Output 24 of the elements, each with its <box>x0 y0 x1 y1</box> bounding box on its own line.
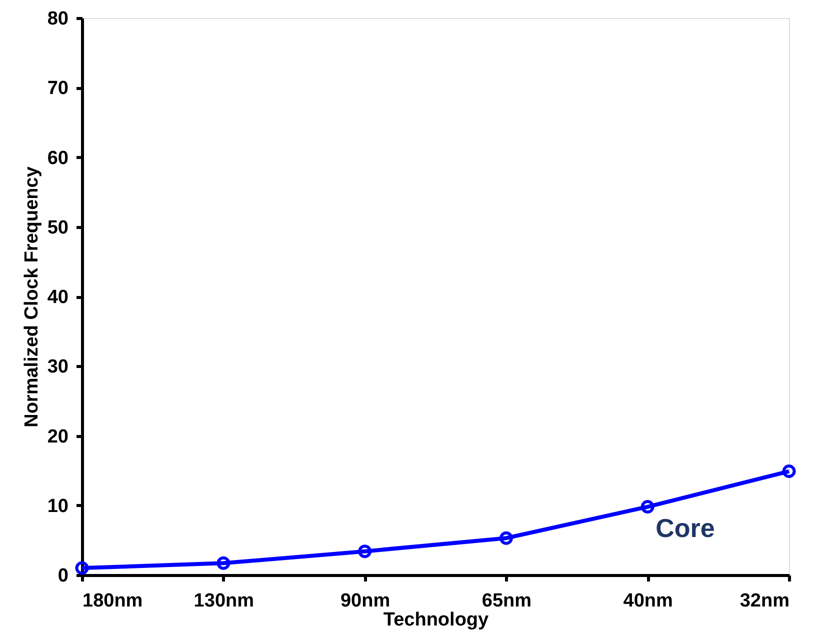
y-tick-label: 0 <box>58 566 68 586</box>
x-tick-label: 90nm <box>340 590 390 612</box>
point <box>358 544 372 558</box>
point <box>75 561 89 575</box>
y-tick-label: 30 <box>47 356 68 378</box>
y-axis-title: Normalized Clock Frequency <box>21 166 42 428</box>
y-tick-label: 20 <box>47 426 68 448</box>
x-tick-label: 32nm <box>740 590 790 612</box>
point <box>640 500 654 514</box>
point <box>216 556 230 570</box>
point <box>782 464 796 478</box>
x-tick-label: 130nm <box>194 590 254 612</box>
y-tick-label: 60 <box>47 148 68 169</box>
y-tick-label: 40 <box>47 287 68 308</box>
x-tick-label: 180nm <box>82 590 143 612</box>
y-tick-label: 10 <box>47 496 68 517</box>
y-tick-label: 50 <box>47 217 68 238</box>
y-tick-label: 70 <box>47 78 68 100</box>
x-axis-title: Technology <box>383 610 490 630</box>
x-tick-label: 65nm <box>482 590 532 612</box>
y-tick-label: 80 <box>47 8 68 30</box>
series-label: Core <box>656 512 715 543</box>
point <box>499 531 513 545</box>
x-tick-label: 40nm <box>623 590 673 612</box>
